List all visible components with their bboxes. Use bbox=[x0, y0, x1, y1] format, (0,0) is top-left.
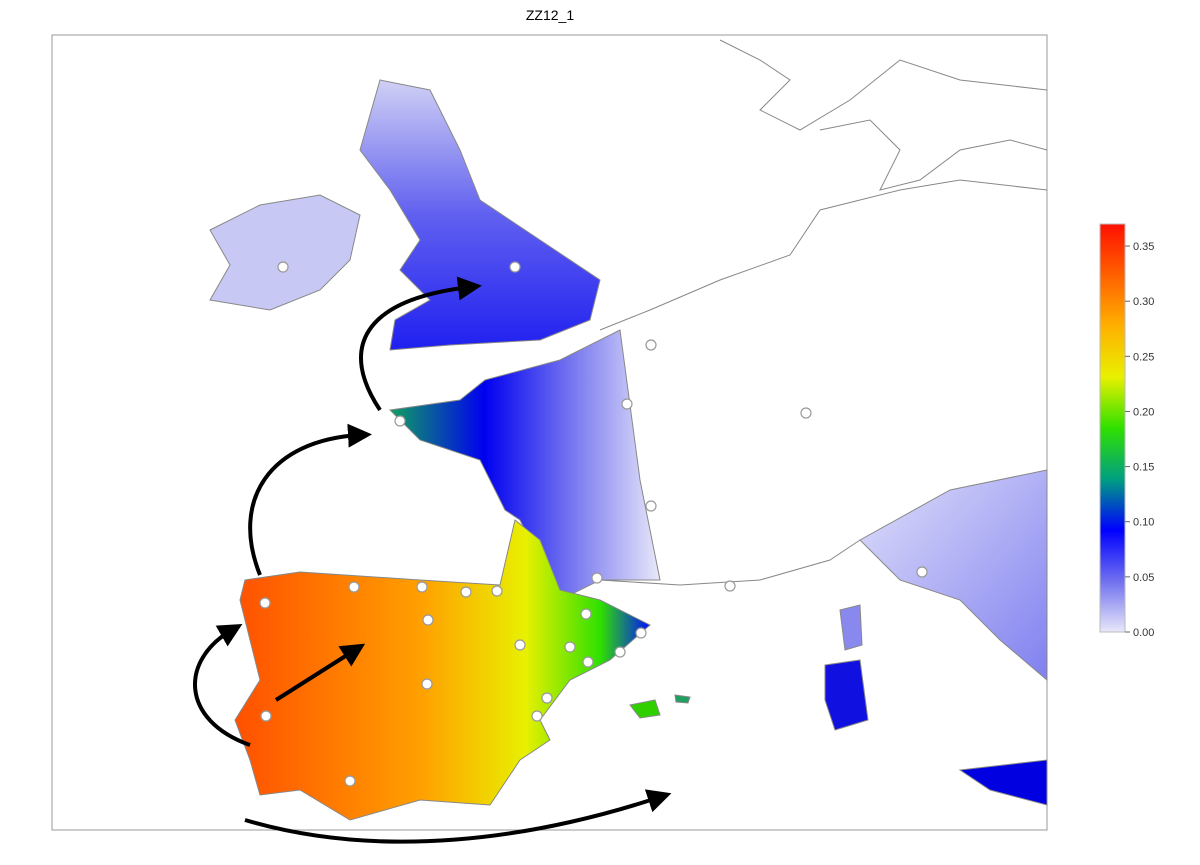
colorbar-tick-label: 0.00 bbox=[1133, 627, 1154, 639]
map-title: ZZ12_1 bbox=[526, 7, 574, 23]
colorbar-tick-label: 0.25 bbox=[1133, 351, 1154, 363]
colorbar bbox=[1099, 223, 1126, 633]
sampling-sites bbox=[259, 261, 928, 787]
colorbar-tick-label: 0.10 bbox=[1133, 517, 1154, 529]
land bbox=[209, 39, 1048, 821]
migration-arrows bbox=[193, 276, 672, 844]
colorbar-tick-label: 0.35 bbox=[1133, 241, 1154, 253]
colorbar-tick-label: 0.30 bbox=[1133, 296, 1154, 308]
colorbar-tick-label: 0.15 bbox=[1133, 462, 1154, 474]
colorbar-tick-label: 0.20 bbox=[1133, 406, 1154, 418]
colorbar-tick-label: 0.05 bbox=[1133, 572, 1154, 584]
